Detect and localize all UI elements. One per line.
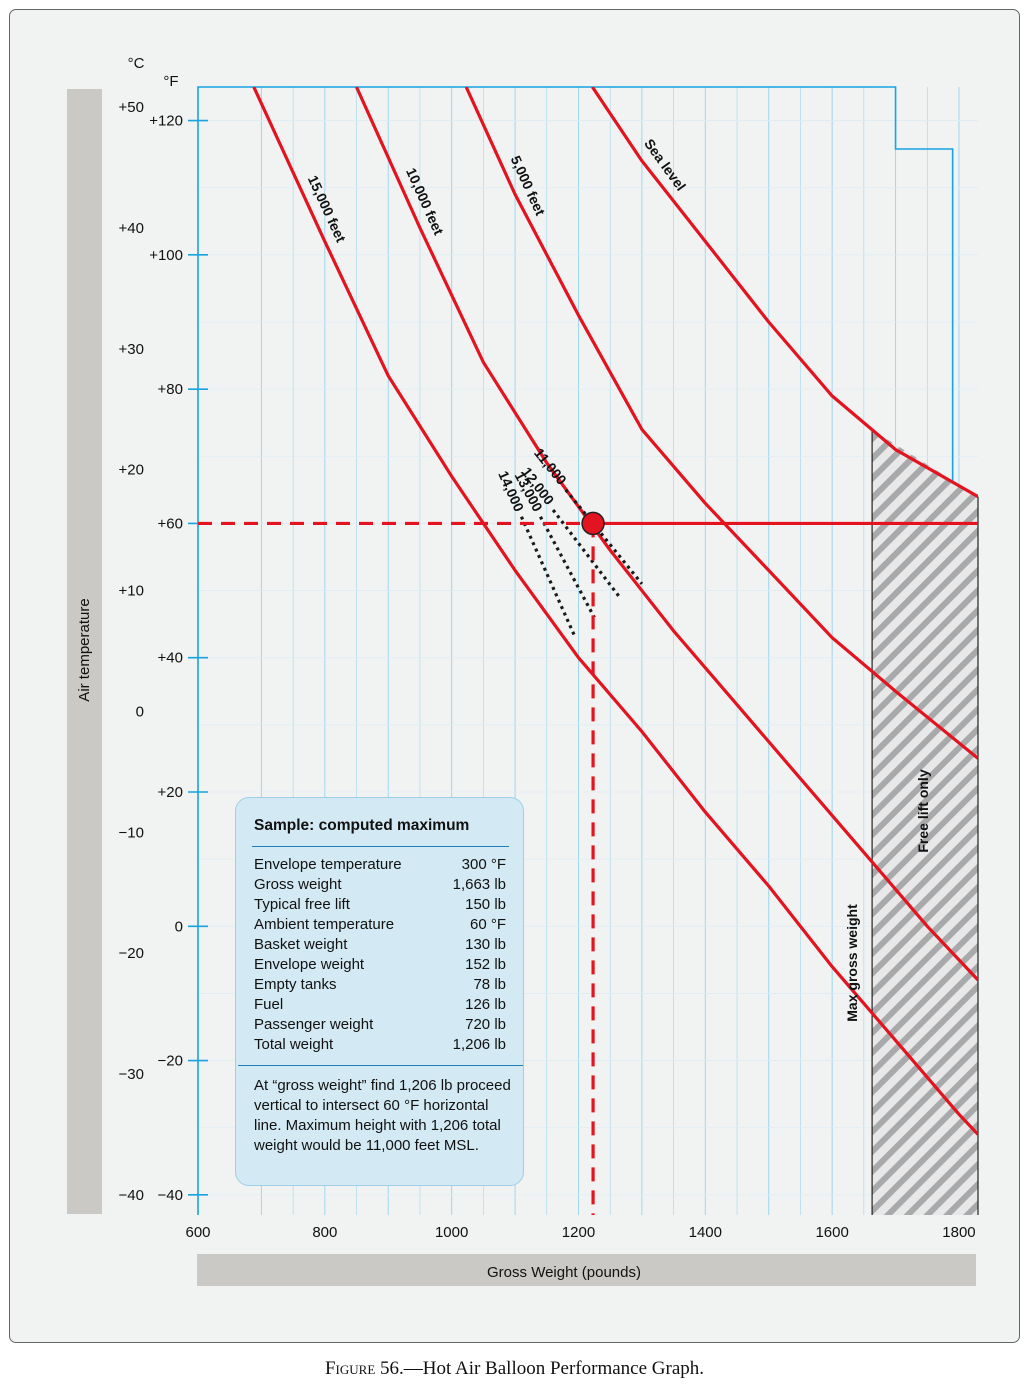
sample-row: Fuel 126 lb — [254, 995, 506, 1015]
sample-row: Envelope temperature 300 °F — [254, 855, 506, 875]
sample-row: Basket weight 130 lb — [254, 935, 506, 955]
sample-box: Sample: computed maximum Envelope temper… — [235, 797, 524, 1186]
x-ticks: 600 800 1000 1200 1400 1600 1800 — [185, 1224, 975, 1241]
y-tick-label-c: +40 — [119, 220, 144, 237]
sample-row-label: Typical free lift — [254, 896, 350, 913]
curve-label: 5,000 feet — [508, 153, 549, 218]
y-tick-label-c: +20 — [119, 462, 144, 479]
reference-lines — [198, 511, 978, 1215]
sample-row: Total weight 1,206 lb — [254, 1035, 506, 1055]
sample-row-value: 130 lb — [465, 936, 506, 953]
sample-rows: Envelope temperature 300 °F Gross weight 1,… — [254, 855, 506, 1055]
sample-row-label: Ambient temperature — [254, 916, 395, 933]
y-tick-label-f: −20 — [158, 1053, 183, 1070]
x-tick-label: 1200 — [562, 1224, 595, 1241]
series-lines — [252, 87, 978, 1136]
sample-title: Sample: computed maximum — [254, 817, 470, 834]
sample-row-value: 1,206 lb — [452, 1036, 506, 1053]
hatch-area — [872, 429, 978, 1215]
y-tick-label-f: +20 — [158, 784, 183, 801]
sample-row: Gross weight 1,663 lb — [254, 875, 506, 895]
y-axis-label-bar — [67, 89, 102, 1214]
sample-row-label: Total weight — [254, 1036, 334, 1053]
curve-label: Sea level — [641, 136, 689, 194]
y-tick-label-f: +100 — [149, 247, 183, 264]
sample-row-value: 300 °F — [461, 856, 506, 873]
sample-row: Typical free lift 150 lb — [254, 895, 506, 915]
y-tick-label-f: 0 — [175, 918, 183, 935]
sample-divider — [238, 1065, 523, 1066]
figure-caption: Figure 56.—Hot Air Balloon Performance G… — [0, 1358, 1029, 1380]
x-tick-label: 1000 — [435, 1224, 468, 1241]
sample-row-value: 1,663 lb — [452, 876, 506, 893]
sample-row: Passenger weight 720 lb — [254, 1015, 506, 1035]
y-axis-label: Air temperature — [76, 598, 93, 701]
sample-row: Ambient temperature 60 °F — [254, 915, 506, 935]
series-line — [591, 87, 978, 498]
series-line — [464, 87, 978, 760]
y-tick-label-f: +120 — [149, 113, 183, 130]
sample-row-label: Envelope temperature — [254, 856, 402, 873]
sample-row-label: Basket weight — [254, 936, 348, 953]
altitude-dotted-line — [551, 509, 621, 599]
y-tick-label-f: −40 — [158, 1187, 183, 1204]
y-tick-label-f: +60 — [158, 515, 183, 532]
x-tick-label: 1400 — [689, 1224, 722, 1241]
free-lift-label: Free lift only — [915, 769, 931, 852]
caption-text: 56.—Hot Air Balloon Performance Graph. — [375, 1358, 705, 1379]
sample-point — [581, 511, 605, 536]
sample-note: At “gross weight” find 1,206 lb proceed … — [254, 1077, 511, 1154]
sample-row-label: Empty tanks — [254, 976, 337, 993]
sample-row-value: 150 lb — [465, 896, 506, 913]
max-gross-weight-label: Max gross weight — [844, 904, 860, 1022]
x-tick-label: 1600 — [815, 1224, 848, 1241]
series-line — [355, 87, 978, 982]
celsius-unit: °C — [128, 55, 145, 72]
series-line — [252, 87, 978, 1136]
altitude-dotted-line — [519, 516, 577, 639]
y-tick-label-c: +30 — [119, 341, 144, 358]
y-ticks: +120+100+80+60+40+200−20−40+50+40+30+20+… — [119, 99, 208, 1204]
x-axis-label-bar — [197, 1254, 976, 1286]
y-tick-label-c: −30 — [119, 1066, 144, 1083]
x-tick-label: 1800 — [942, 1224, 975, 1241]
x-axis-label: Gross Weight (pounds) — [487, 1264, 641, 1281]
sample-row-label: Passenger weight — [254, 1016, 374, 1033]
y-tick-label-c: −20 — [119, 945, 144, 962]
fahrenheit-unit: °F — [163, 73, 178, 90]
sample-divider — [252, 846, 509, 847]
axes — [197, 86, 954, 1215]
y-tick-label-c: +50 — [119, 99, 144, 116]
x-tick-label: 600 — [185, 1224, 210, 1241]
sample-row-label: Envelope weight — [254, 956, 365, 973]
altitude-dotted-line — [539, 515, 596, 619]
y-tick-label-c: +10 — [119, 583, 144, 600]
x-tick-label: 800 — [312, 1224, 337, 1241]
sample-row-value: 60 °F — [469, 916, 506, 933]
y-tick-label-f: +80 — [158, 381, 183, 398]
sample-row: Envelope weight 152 lb — [254, 955, 506, 975]
sample-row-value: 126 lb — [465, 996, 506, 1013]
altitude-dotted-line — [564, 488, 644, 585]
caption-prefix: Figure — [324, 1358, 376, 1379]
sample-row-value: 152 lb — [465, 956, 506, 973]
sample-row-label: Fuel — [254, 996, 284, 1013]
y-tick-label-f: +40 — [158, 650, 183, 667]
sample-row-label: Gross weight — [254, 876, 342, 893]
y-tick-label-c: −40 — [119, 1187, 144, 1204]
sample-row-value: 78 lb — [473, 976, 506, 993]
sample-row: Empty tanks 78 lb — [254, 975, 506, 995]
free-lift-region — [871, 429, 979, 1215]
y-tick-label-c: −10 — [119, 824, 144, 841]
y-tick-label-c: 0 — [136, 703, 144, 720]
axis-outline — [197, 86, 954, 1215]
sample-row-value: 720 lb — [465, 1016, 506, 1033]
